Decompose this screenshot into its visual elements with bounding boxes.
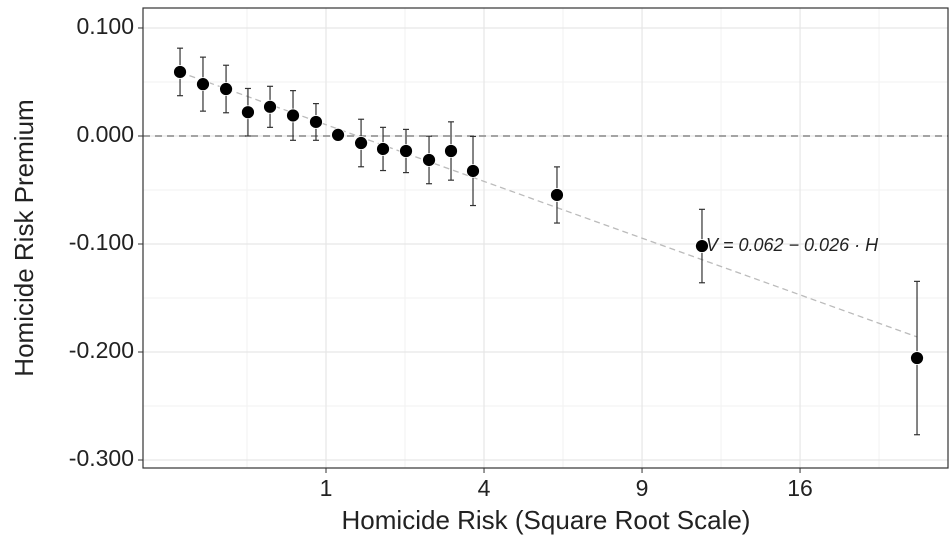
y-tick-label: -0.100 — [69, 229, 134, 255]
x-tick-label: 16 — [787, 475, 813, 501]
annotation: V = 0.062 − 0.026 · H — [706, 235, 879, 255]
x-tick-label: 4 — [478, 475, 491, 501]
point — [354, 136, 368, 150]
point — [550, 188, 564, 202]
y-tick-label: -0.300 — [69, 445, 134, 471]
x-tick-label: 1 — [320, 475, 333, 501]
point — [376, 142, 390, 156]
point — [309, 115, 323, 129]
point — [695, 239, 709, 253]
fit-line — [179, 71, 918, 338]
x-axis-title: Homicide Risk (Square Root Scale) — [342, 505, 751, 535]
point — [241, 105, 255, 120]
y-tick-label: 0.000 — [76, 121, 134, 147]
panel — [143, 8, 948, 468]
point — [263, 99, 277, 114]
point — [196, 77, 210, 92]
point — [331, 128, 345, 142]
point — [466, 164, 480, 178]
point — [219, 82, 233, 96]
point — [422, 153, 436, 167]
y-tick-label: -0.200 — [69, 337, 134, 363]
panel-border — [142, 7, 949, 469]
y-tick-label: 0.100 — [76, 13, 134, 39]
point — [286, 108, 300, 123]
y-axis-title: Homicide Risk Premium — [9, 99, 39, 376]
point — [444, 144, 458, 158]
point — [399, 144, 413, 158]
point — [173, 65, 187, 79]
point — [910, 351, 924, 365]
x-tick-label: 9 — [636, 475, 649, 501]
